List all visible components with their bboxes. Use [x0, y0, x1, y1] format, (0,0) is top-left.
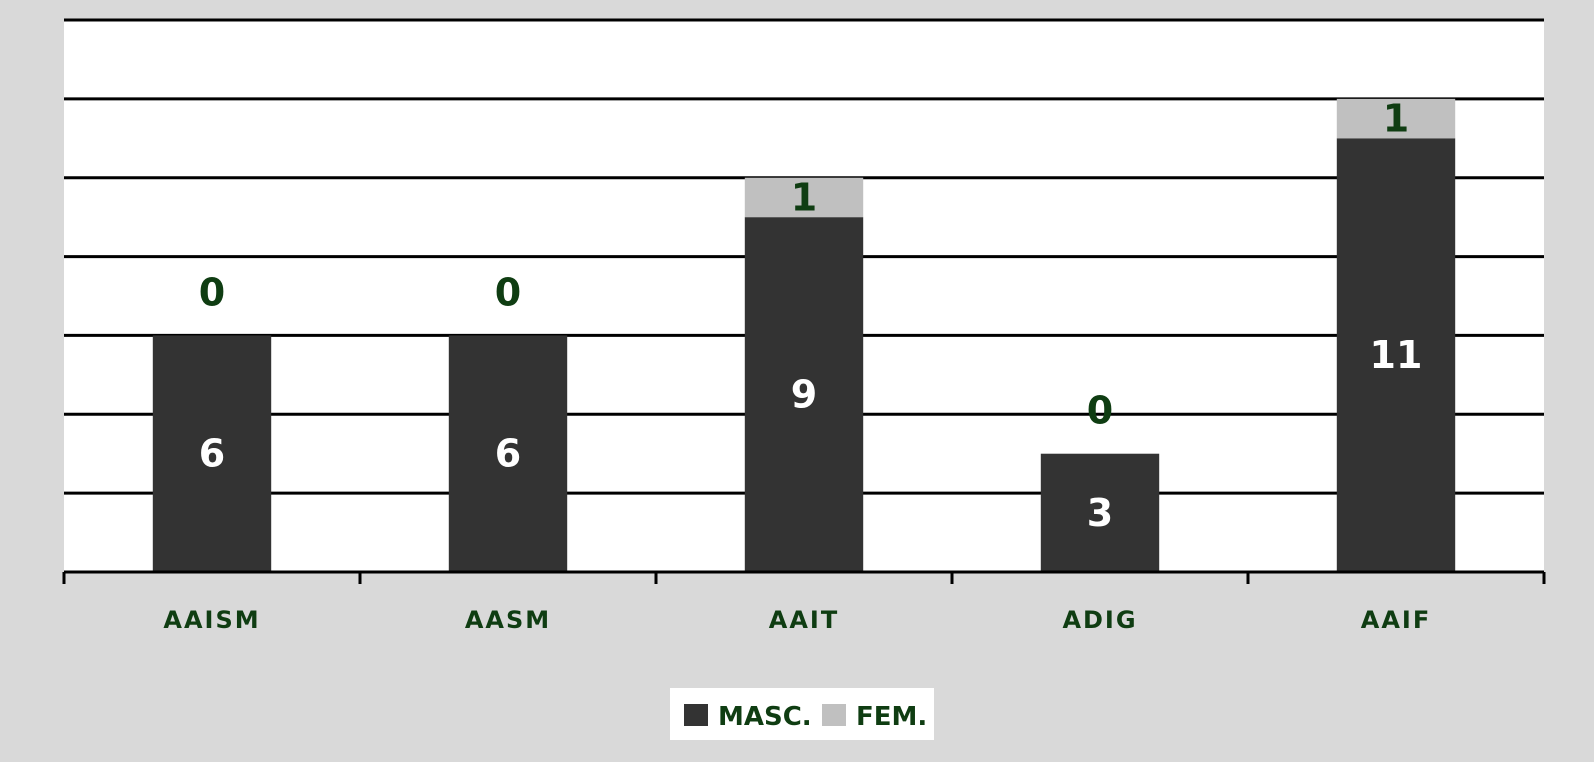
bar-masc-aaif [1336, 138, 1456, 573]
data-label-fem: 1 [1383, 97, 1409, 141]
data-label-fem: 0 [495, 270, 521, 314]
x-tick-label: AASM [465, 606, 551, 634]
data-label-masc: 6 [199, 432, 225, 476]
data-label-fem: 0 [199, 270, 225, 314]
data-label-fem: 0 [1087, 389, 1113, 433]
bar-masc-adig [1040, 453, 1160, 572]
x-axis: AAISM AASM AAIT ADIG AAIF [62, 570, 1546, 634]
data-label-masc: 6 [495, 432, 521, 476]
legend-box [670, 688, 934, 740]
x-tick-label: AAIT [769, 606, 839, 634]
data-label-masc: 11 [1370, 333, 1423, 377]
bars [152, 98, 1456, 573]
data-label-masc: 3 [1087, 491, 1113, 535]
bar-fem-aaif [1336, 98, 1456, 139]
x-tick-label: AAISM [163, 606, 260, 634]
data-label-masc: 9 [791, 373, 817, 417]
x-tick-label: ADIG [1062, 606, 1137, 634]
legend-label-fem: FEM. [856, 702, 927, 732]
data-label-fem: 1 [791, 175, 817, 219]
bar-masc-aasm [448, 335, 568, 572]
bar-masc-aait [744, 217, 864, 572]
legend-label-masc: MASC. [718, 702, 812, 732]
bar-fem-aait [744, 177, 864, 218]
x-tick-label: AAIF [1361, 606, 1431, 634]
legend: MASC. FEM. [670, 688, 934, 740]
bar-masc-aaism [152, 335, 272, 572]
legend-swatch-masc [684, 704, 708, 726]
legend-swatch-fem [822, 704, 846, 726]
